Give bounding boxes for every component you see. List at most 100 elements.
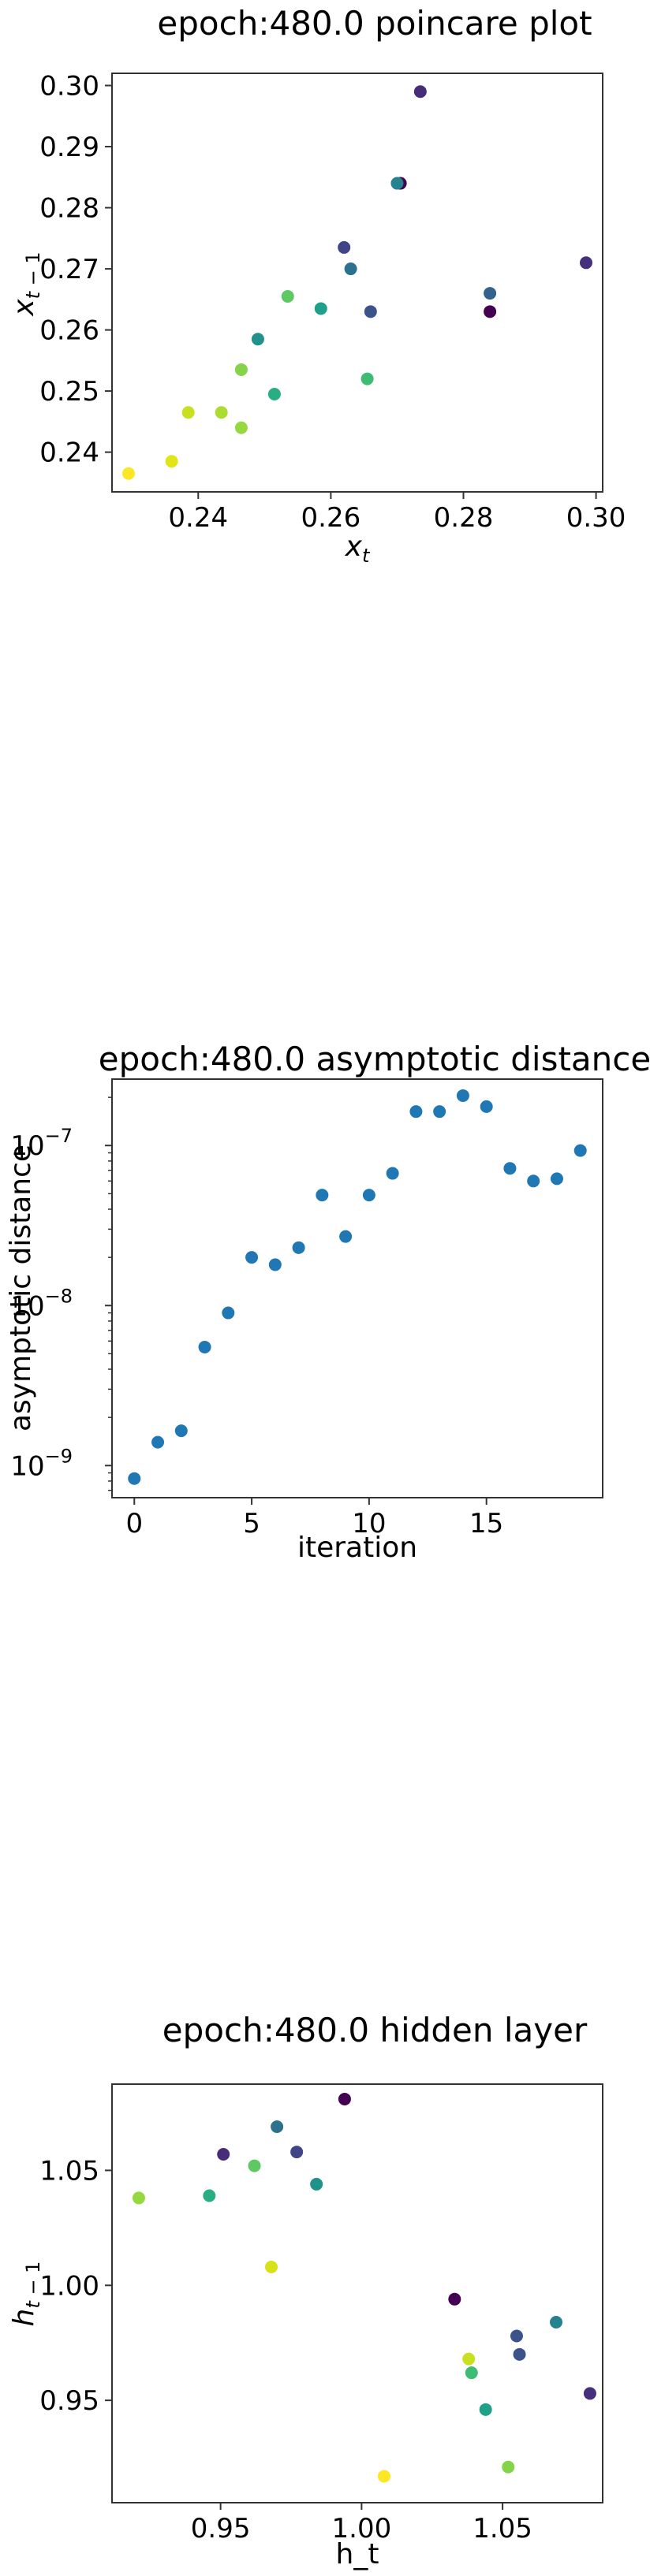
- poincare-point: [234, 363, 248, 376]
- poincare-chart: epoch:480.0 poincare plot 0.24 0.26 0.28 0.…: [8, 4, 626, 567]
- asymptotic-point: [339, 1230, 353, 1243]
- poincare-title: epoch:480.0 poincare plot: [157, 4, 592, 43]
- asymptotic-point: [198, 1340, 211, 1353]
- poincare-y-tick-label: 0.30: [39, 71, 99, 102]
- poincare-point: [484, 287, 497, 300]
- hidden-layer-x-tick-label: 1.05: [473, 2513, 532, 2544]
- poincare-point: [360, 372, 374, 385]
- poincare-point: [234, 421, 248, 434]
- asymptotic-point: [386, 1167, 399, 1180]
- hidden-layer-y-ticks: 0.95 1.00 1.05: [39, 2155, 112, 2417]
- hidden-layer-point: [510, 2329, 523, 2343]
- poincare-y-tick-label: 0.28: [39, 193, 99, 225]
- asymptotic-point: [573, 1144, 587, 1157]
- asymptotic-x-ticks: 0 5 10 15: [125, 1498, 503, 1539]
- hidden-layer-point: [377, 2470, 390, 2483]
- poincare-point: [314, 302, 327, 315]
- asymptotic-x-tick-label: 15: [469, 1508, 503, 1539]
- hidden-layer-point: [338, 2092, 351, 2105]
- poincare-x-ticks: 0.24 0.26 0.28 0.30: [168, 492, 626, 534]
- poincare-point: [281, 289, 294, 303]
- poincare-point: [484, 305, 497, 318]
- hidden-layer-y-tick-label: 0.95: [39, 2385, 99, 2417]
- asymptotic-point: [174, 1424, 188, 1438]
- hidden-layer-point: [583, 2387, 596, 2400]
- poincare-y-ticks: 0.24 0.25 0.26 0.27 0.28 0.29 0.30: [39, 71, 112, 469]
- asymptotic-axes-frame: [111, 1078, 603, 1498]
- asymptotic-x-label: iteration: [297, 1532, 417, 1564]
- poincare-y-tick-label: 0.29: [39, 132, 99, 163]
- hidden-layer-point: [248, 2159, 261, 2172]
- hidden-layer-point: [132, 2191, 145, 2205]
- asymptotic-point: [550, 1172, 563, 1186]
- hidden-layer-chart: epoch:480.0 hidden layer 0.95 1.00 1.05 0.…: [8, 2011, 603, 2570]
- hidden-layer-point: [448, 2292, 461, 2306]
- hidden-layer-point: [502, 2460, 515, 2474]
- hidden-layer-point: [310, 2177, 323, 2191]
- hidden-layer-points: [132, 2092, 596, 2483]
- poincare-axes-frame: [111, 73, 603, 493]
- asymptotic-y-ticks: 10−910−810−7: [10, 1096, 112, 1491]
- asymptotic-point: [503, 1162, 517, 1175]
- hidden-layer-point: [264, 2260, 278, 2273]
- asymptotic-point: [480, 1100, 493, 1113]
- poincare-point: [390, 177, 404, 190]
- asymptotic-point: [292, 1241, 305, 1254]
- poincare-x-tick-label: 0.26: [301, 502, 361, 534]
- hidden-layer-x-tick-label: 0.95: [191, 2513, 251, 2544]
- asymptotic-point: [456, 1089, 469, 1102]
- poincare-point: [344, 262, 357, 276]
- asymptotic-y-tick-label: 10−9: [10, 1445, 73, 1482]
- poincare-x-tick-label: 0.28: [434, 502, 494, 534]
- hidden-layer-point: [513, 2347, 526, 2361]
- hidden-layer-point: [465, 2366, 478, 2380]
- hidden-layer-x-label: h_t: [336, 2538, 379, 2570]
- poincare-point: [338, 240, 351, 254]
- asymptotic-points: [128, 1089, 587, 1485]
- asymptotic-point: [268, 1258, 282, 1271]
- asymptotic-point: [151, 1435, 165, 1449]
- poincare-point: [579, 256, 592, 270]
- poincare-y-tick-label: 0.24: [39, 437, 99, 469]
- hidden-layer-x-ticks: 0.95 1.00 1.05: [191, 2503, 532, 2544]
- hidden-layer-y-label: ht − 1: [8, 2261, 44, 2327]
- hidden-layer-point: [217, 2147, 230, 2161]
- asymptotic-distance-chart: epoch:480.0 asymptotic distance 0 5 10 15 1…: [5, 1040, 650, 1564]
- poincare-x-label: xt: [345, 530, 371, 567]
- poincare-points: [122, 85, 592, 480]
- asymptotic-point: [316, 1189, 329, 1202]
- hidden-layer-point: [462, 2352, 476, 2366]
- poincare-point: [413, 85, 427, 99]
- poincare-y-tick-label: 0.26: [39, 315, 99, 347]
- hidden-layer-point: [550, 2315, 563, 2328]
- asymptotic-title: epoch:480.0 asymptotic distance: [99, 1040, 650, 1078]
- poincare-x-tick-label: 0.30: [566, 502, 626, 534]
- asymptotic-point: [409, 1105, 423, 1119]
- poincare-y-tick-label: 0.25: [39, 376, 99, 408]
- asymptotic-x-tick-label: 0: [125, 1508, 143, 1539]
- asymptotic-y-label: asymptotic distance: [5, 1145, 37, 1431]
- poincare-point: [251, 333, 264, 346]
- hidden-layer-x-tick-label: 1.00: [332, 2513, 392, 2544]
- poincare-point: [364, 305, 377, 318]
- poincare-point: [122, 467, 136, 480]
- hidden-layer-point: [479, 2403, 492, 2416]
- poincare-point: [215, 406, 228, 419]
- asymptotic-point: [222, 1306, 235, 1320]
- asymptotic-x-tick-label: 10: [352, 1508, 386, 1539]
- asymptotic-point: [245, 1251, 259, 1264]
- asymptotic-point: [362, 1189, 375, 1202]
- asymptotic-point: [128, 1472, 141, 1485]
- poincare-point: [267, 387, 281, 400]
- asymptotic-point: [527, 1174, 540, 1188]
- poincare-point: [165, 455, 178, 468]
- hidden-layer-y-tick-label: 1.00: [39, 2270, 99, 2302]
- hidden-layer-point: [271, 2120, 284, 2133]
- asymptotic-point: [433, 1105, 446, 1119]
- hidden-layer-y-tick-label: 1.05: [39, 2155, 99, 2187]
- hidden-layer-point: [203, 2189, 216, 2202]
- poincare-x-tick-label: 0.24: [168, 502, 228, 534]
- poincare-y-tick-label: 0.27: [39, 254, 99, 285]
- asymptotic-x-tick-label: 5: [243, 1508, 260, 1539]
